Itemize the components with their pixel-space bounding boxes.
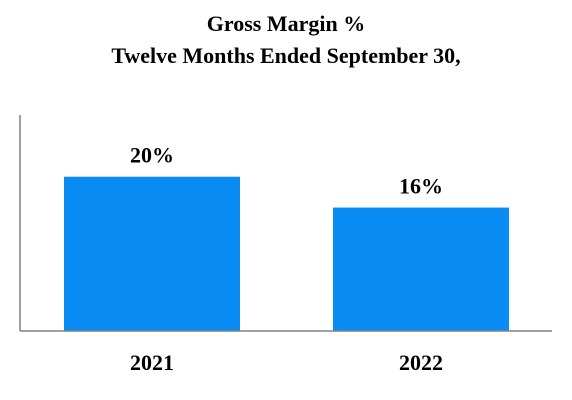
bars-group	[64, 176, 509, 331]
bar-2021	[64, 176, 240, 331]
chart-subtitle: Twelve Months Ended September 30,	[111, 43, 461, 68]
chart-title: Gross Margin % Twelve Months Ended Septe…	[0, 8, 572, 72]
data-label-2022: 16%	[399, 174, 443, 199]
data-labels-group: 20% 16%	[130, 143, 443, 199]
chart-title-line-1: Gross Margin %	[206, 11, 366, 36]
x-tick-label-2021: 2021	[130, 350, 174, 375]
x-tick-label-2022: 2022	[399, 350, 443, 375]
data-label-2021: 20%	[130, 143, 174, 168]
bar-2022	[333, 207, 509, 331]
x-tick-labels-group: 2021 2022	[130, 350, 443, 375]
